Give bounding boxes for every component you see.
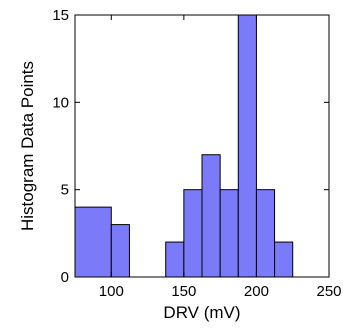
x-axis-label: DRV (mV) bbox=[163, 303, 240, 322]
plot-frame bbox=[74, 14, 330, 278]
bars-group bbox=[74, 14, 294, 278]
histogram-bar-4 bbox=[165, 241, 185, 278]
histogram-bar-9 bbox=[255, 189, 276, 278]
histogram-bar-8 bbox=[237, 14, 257, 278]
y-tick-label-0: 0 bbox=[61, 269, 69, 286]
y-tick-label-5: 5 bbox=[61, 182, 69, 199]
x-tick-label-200: 200 bbox=[244, 283, 269, 300]
histogram-bar-10 bbox=[274, 241, 294, 278]
histogram-bar-2 bbox=[110, 224, 130, 278]
histogram-bar-1 bbox=[74, 206, 112, 278]
x-tick-label-250: 250 bbox=[316, 283, 341, 300]
x-tick-label-150: 150 bbox=[171, 283, 196, 300]
y-axis-label: Histogram Data Points bbox=[18, 61, 37, 231]
histogram-bar-6 bbox=[201, 154, 221, 278]
x-tick-label-100: 100 bbox=[99, 283, 124, 300]
y-tick-label-15: 15 bbox=[52, 7, 69, 24]
y-tick-label-10: 10 bbox=[52, 94, 69, 111]
histogram-bar-7 bbox=[219, 189, 239, 278]
histogram-bar-5 bbox=[183, 189, 203, 278]
